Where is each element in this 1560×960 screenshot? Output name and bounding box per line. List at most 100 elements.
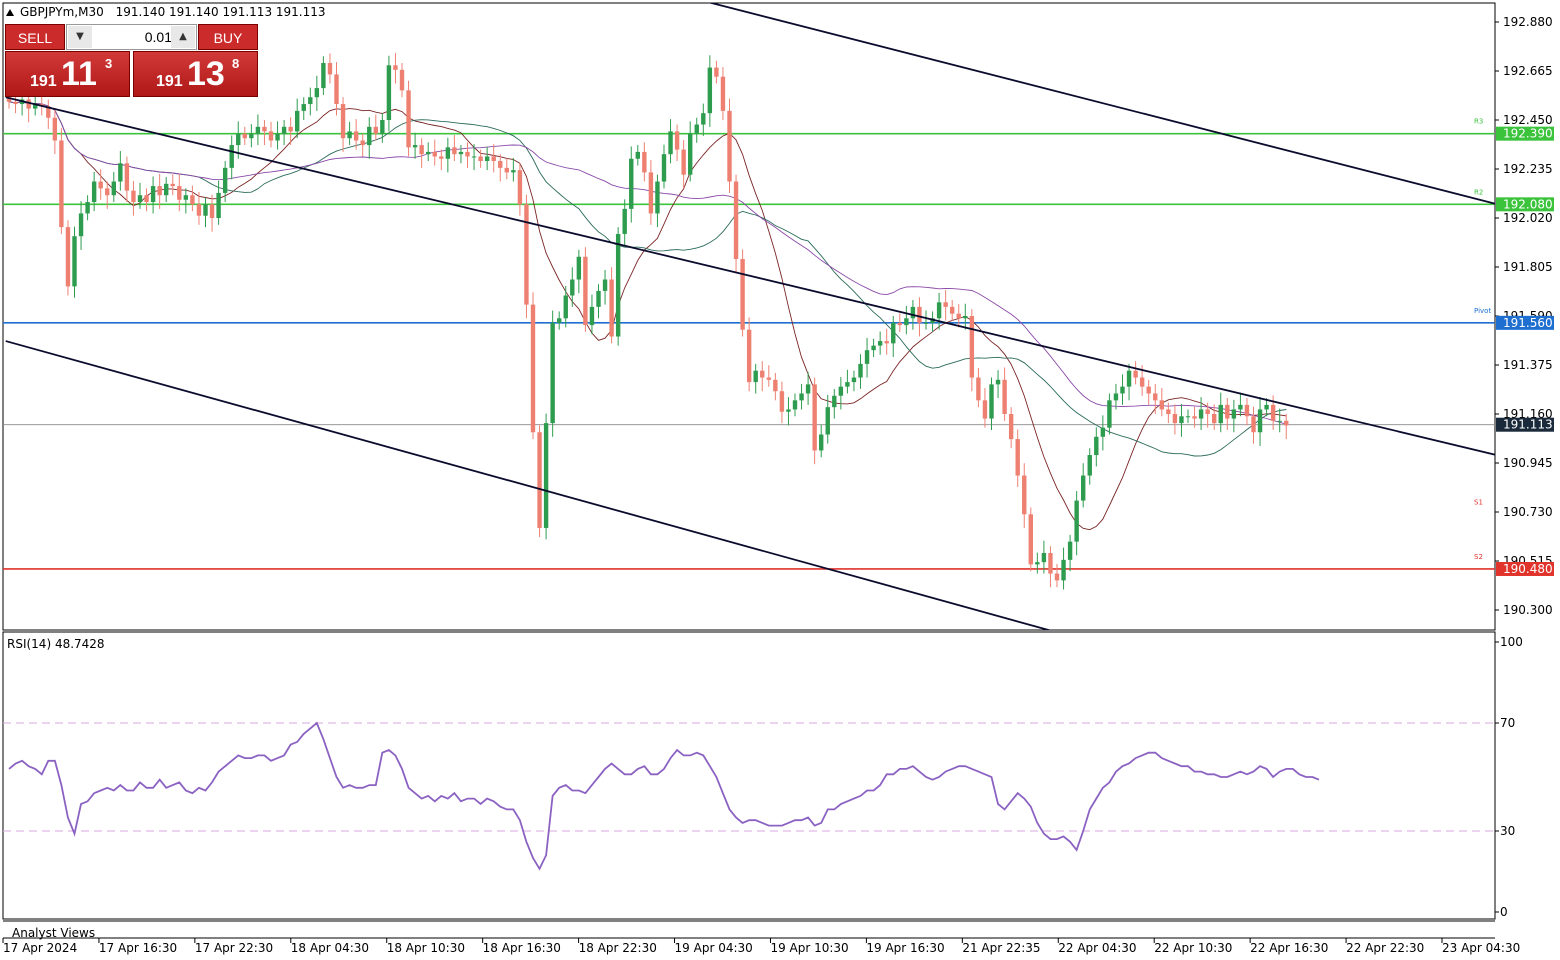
ma-fast-line xyxy=(8,101,1287,531)
candle-bear xyxy=(1166,409,1171,414)
time-tick-label: 17 Apr 22:30 xyxy=(195,941,273,955)
candle-bull xyxy=(589,306,595,326)
price-tick-label: 190.730 xyxy=(1503,505,1553,519)
candle-bear xyxy=(1251,416,1256,433)
buy-price-display[interactable]: 191 13 8 xyxy=(133,51,258,97)
price-tick-label: 192.880 xyxy=(1503,15,1553,29)
lot-size-input[interactable] xyxy=(95,26,174,48)
level-labels: 192.390 R3 192.080 R2 191.560 Pivot S1 190.480 S… xyxy=(1474,118,1554,576)
candle-bear xyxy=(583,256,588,326)
candle-bear xyxy=(1159,400,1164,410)
candle-bear xyxy=(288,126,293,132)
level-price-tag xyxy=(1496,315,1554,330)
candle-bull xyxy=(923,322,929,324)
candle-bear xyxy=(674,131,680,150)
analyst-views-label[interactable]: Analyst Views xyxy=(12,926,95,940)
candle-bull xyxy=(799,393,804,401)
candle-bear xyxy=(353,131,359,141)
lot-increase-icon[interactable]: ▲ xyxy=(171,26,195,48)
candle-bear xyxy=(727,110,732,182)
candle-bear xyxy=(524,204,529,305)
candle-bear xyxy=(1015,439,1020,476)
candle-bear xyxy=(190,195,195,205)
level-price-tag xyxy=(1496,197,1554,212)
candle-bear xyxy=(399,69,405,91)
trendline-1[interactable] xyxy=(5,96,1516,459)
time-tick-label: 22 Apr 22:30 xyxy=(1346,941,1424,955)
price-tick-label: 190.300 xyxy=(1503,603,1553,617)
candle-bear xyxy=(746,329,752,383)
candle-bull xyxy=(229,145,234,168)
candle-bull xyxy=(1179,416,1184,424)
candle-bear xyxy=(46,106,51,118)
sell-button[interactable]: SELL xyxy=(5,24,65,50)
candle-bear xyxy=(1146,386,1151,394)
ma-slow-line xyxy=(8,101,1287,425)
candle-bear xyxy=(327,63,333,75)
current-price-tag xyxy=(1496,417,1554,432)
candle-bull xyxy=(891,322,896,344)
price-tick-label: 192.235 xyxy=(1503,162,1553,176)
candle-bear xyxy=(969,316,975,378)
candle-bull xyxy=(1074,500,1079,542)
symbol-label: GBPJPYm,M30 xyxy=(20,5,104,19)
candle-bear xyxy=(609,279,614,337)
candle-bear xyxy=(1139,377,1145,387)
candle-bull xyxy=(347,131,352,139)
candle-bull xyxy=(668,131,673,155)
rsi-axis: 100 70 30 0 xyxy=(1495,635,1523,919)
candle-bear xyxy=(1212,414,1217,424)
time-tick-label: 18 Apr 22:30 xyxy=(579,941,657,955)
time-tick-label: 19 Apr 04:30 xyxy=(675,941,753,955)
sell-price-display[interactable]: 191 11 3 xyxy=(5,51,130,97)
candle-bull xyxy=(33,104,38,109)
candle-bull xyxy=(1238,404,1243,410)
rsi-tick-label: 0 xyxy=(1500,905,1508,919)
candle-bull xyxy=(1041,553,1047,563)
trendline-3[interactable] xyxy=(5,340,1083,640)
candle-bull xyxy=(1081,475,1086,501)
buy-button[interactable]: BUY xyxy=(198,24,258,50)
candle-bear xyxy=(1270,404,1276,421)
candle-bear xyxy=(517,170,523,205)
candle-bear xyxy=(950,306,955,314)
candle-bear xyxy=(642,151,647,173)
candle-bull xyxy=(1231,409,1237,419)
candle-bull xyxy=(222,167,228,193)
candle-bear xyxy=(681,149,686,175)
candle-bear xyxy=(530,304,536,433)
candle-bull xyxy=(78,213,84,237)
candle-bull xyxy=(707,67,713,114)
time-tick-label: 18 Apr 16:30 xyxy=(483,941,561,955)
candle-bull xyxy=(484,156,490,162)
candle-bear xyxy=(773,379,778,392)
candle-bull xyxy=(1126,370,1132,387)
lot-decrease-icon[interactable]: ▼ xyxy=(68,26,92,48)
candle-bull xyxy=(1264,404,1269,410)
ohlc-values: 191.140 191.140 191.113 191.113 xyxy=(116,5,326,19)
candle-bear xyxy=(98,181,103,189)
collapse-arrow-icon[interactable] xyxy=(6,9,14,16)
candle-bull xyxy=(858,363,863,378)
time-tick-label: 21 Apr 22:35 xyxy=(962,941,1040,955)
trendlines[interactable] xyxy=(5,0,1516,640)
candle-bear xyxy=(465,151,470,157)
level-price-tag xyxy=(1496,561,1554,576)
candle-bear xyxy=(452,147,457,155)
candle-bull xyxy=(819,434,824,451)
trendline-2[interactable] xyxy=(697,0,1516,209)
lot-size-control: ▼ ▲ xyxy=(66,24,197,50)
candle-bull xyxy=(786,409,791,412)
rsi-tick-label: 100 xyxy=(1500,635,1523,649)
candle-bear xyxy=(1205,409,1210,414)
candle-bull xyxy=(111,181,116,196)
candle-bear xyxy=(439,156,444,159)
candle-bear xyxy=(373,126,378,134)
candle-bear xyxy=(478,156,483,162)
candle-bull xyxy=(694,124,699,134)
candle-bull xyxy=(281,126,287,134)
level-price-label: 190.480 xyxy=(1503,562,1553,576)
level-price-label: 192.390 xyxy=(1503,127,1553,141)
candle-bear xyxy=(917,306,922,323)
